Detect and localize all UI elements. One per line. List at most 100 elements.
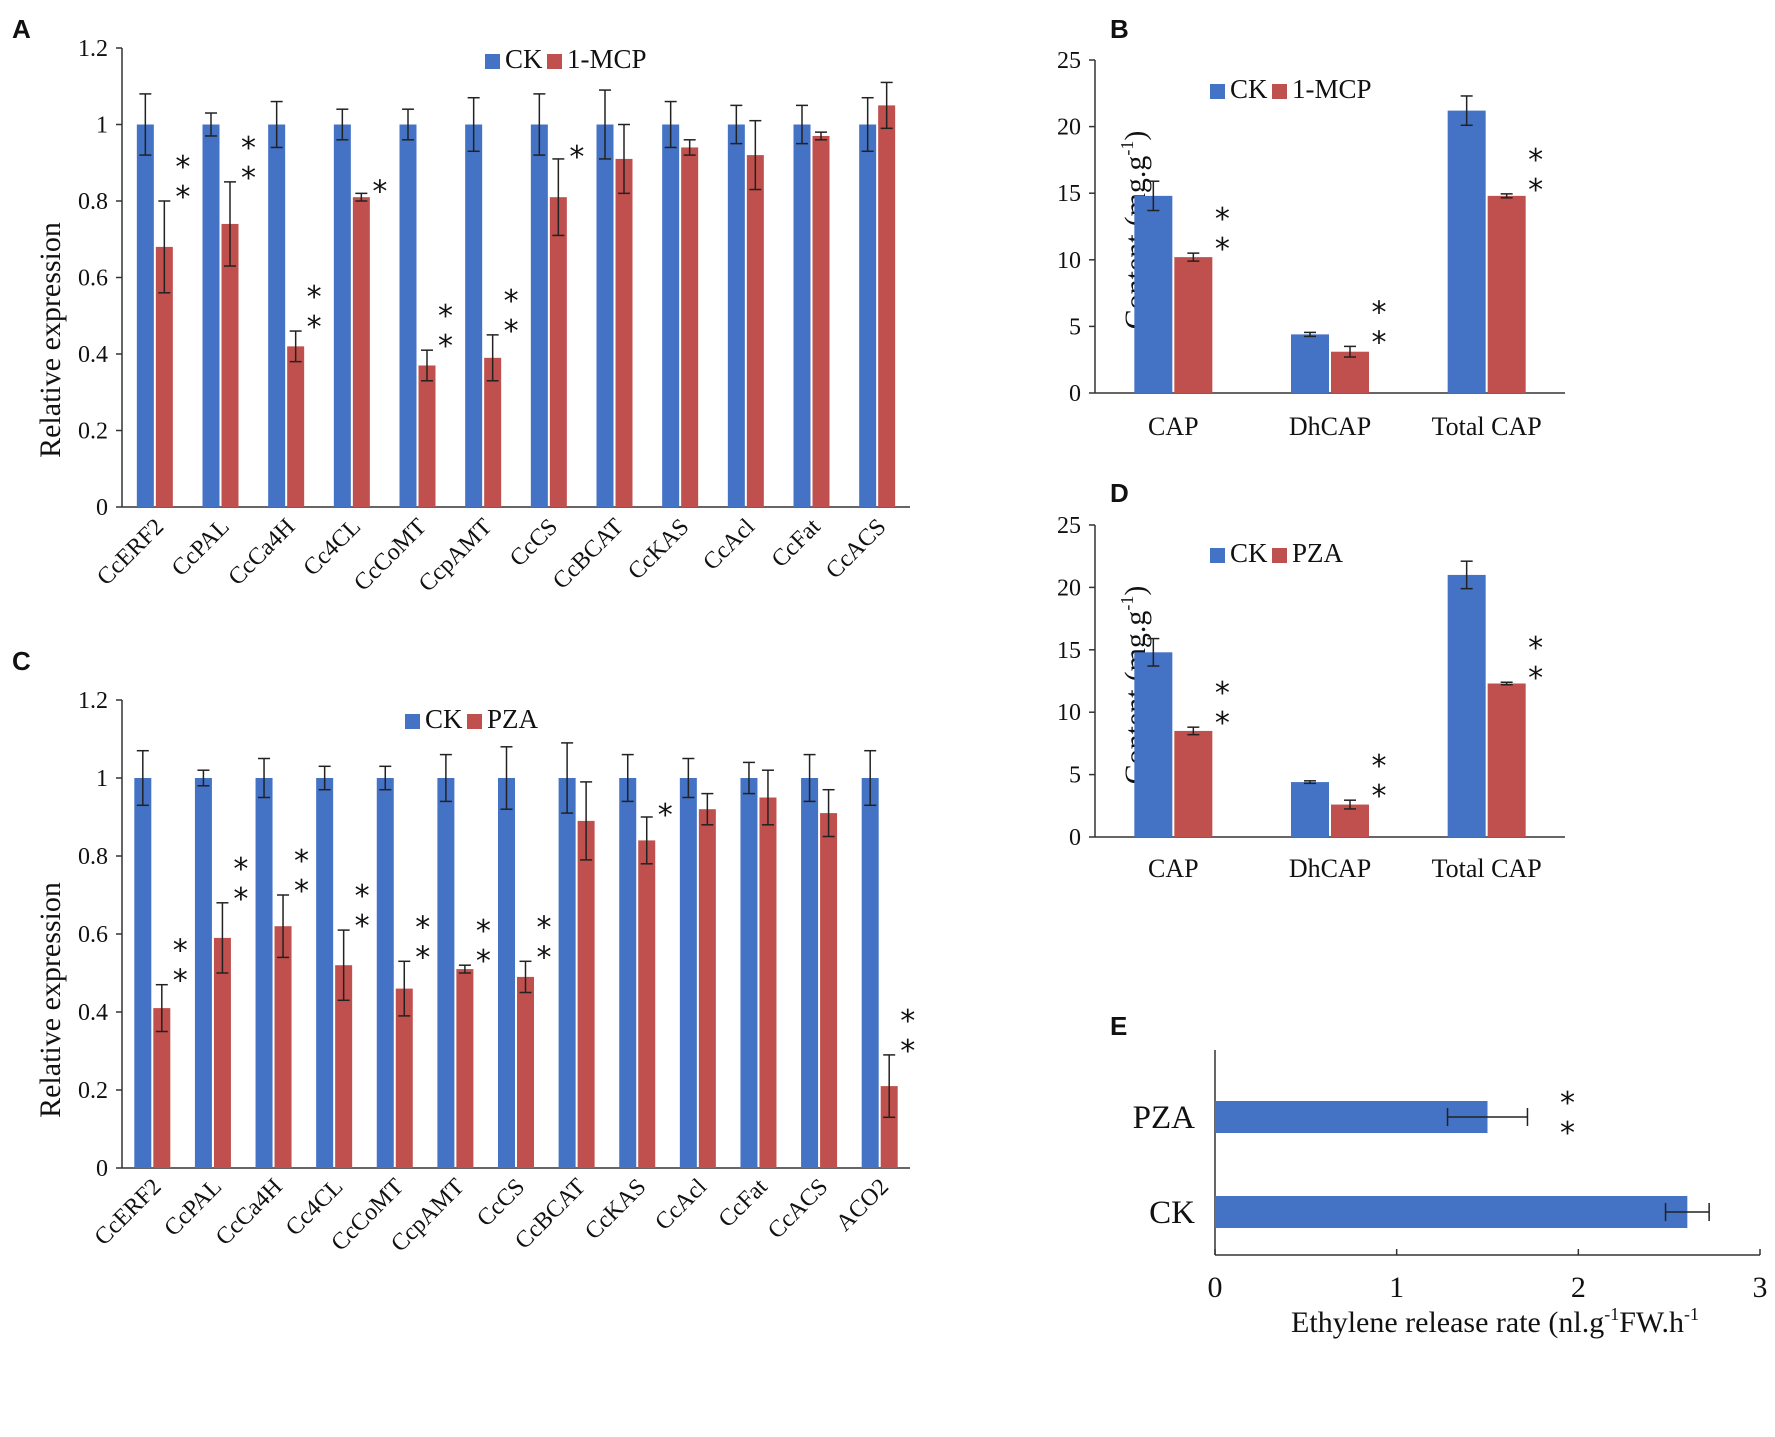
y-tick-label: 15 [1057,638,1081,664]
category-label: Total CAP [1432,412,1542,441]
y-axis-title-sup: -1 [1117,141,1137,156]
significance-star: * [307,280,322,315]
legend-label-treatment: 1-MCP [1292,74,1372,104]
bar-ck [376,778,394,1168]
legend-swatch-ck [485,54,500,69]
legend-label-ck: CK [1230,74,1268,104]
significance-star: * [175,150,190,185]
y-tick-label: 5 [1069,314,1081,340]
y-tick-label: 0 [96,495,108,521]
bar-ck [1134,195,1173,393]
x-tick-label: 3 [1753,1271,1768,1304]
significance-star: * [233,882,248,917]
legend-swatch-ck [1210,84,1225,99]
y-tick-label: 1.2 [78,36,108,62]
bar-treat [698,809,716,1168]
significance-star: * [476,944,491,979]
bar-ck [399,124,417,507]
legend-swatch-treatment [1272,84,1287,99]
significance-star: * [372,174,387,209]
significance-star: * [241,131,256,166]
significance-star: * [307,310,322,345]
legend-swatch-ck [1210,548,1225,563]
bar-horizontal [1215,1196,1688,1228]
category-label: ACO2 [831,1174,894,1237]
legend-label-ck: CK [1230,538,1268,568]
significance-star: * [476,914,491,949]
legend-label-treatment: PZA [1292,538,1344,568]
legend-label-ck: CK [505,44,543,74]
significance-star: * [438,329,453,364]
bar-ck [465,124,483,507]
category-label: PZA [1133,1100,1196,1136]
bar-ck [530,124,548,507]
bar-treat [1487,195,1526,393]
bar-ck [727,124,745,507]
legend-swatch-treatment [547,54,562,69]
legend-label-treatment: 1-MCP [567,44,647,74]
bar-treat [759,797,777,1168]
significance-star: * [294,874,309,909]
bar-treat [155,246,173,507]
category-label: CK [1149,1195,1195,1231]
bar-treat [153,1008,171,1168]
y-tick-label: 20 [1057,575,1081,601]
significance-star: * [1528,143,1543,178]
bar-ck [268,124,286,507]
bar-ck [740,778,758,1168]
significance-star: * [569,140,584,175]
significance-star: * [1528,661,1543,696]
bar-treat [484,357,502,507]
category-label: CcAcl [698,514,760,576]
bar-treat [1331,351,1369,393]
bar-ck [793,124,811,507]
category-label: CcBCAT [548,514,629,595]
bar-treat [638,840,656,1168]
y-tick-label: 5 [1069,763,1081,789]
panel-d-chart: D0510152025Content(mg.g-1)**CAP**DhCAP**… [1057,478,1565,883]
y-tick-label: 25 [1057,48,1081,74]
y-tick-label: 0.8 [78,844,108,870]
y-axis-title-close: ) [1119,586,1152,596]
legend-swatch-treatment [1272,548,1287,563]
y-tick-label: 0.8 [78,189,108,215]
significance-star: * [1528,173,1543,208]
bar-ck [1134,652,1173,837]
bar-treat [746,155,764,507]
significance-star: * [173,964,188,999]
bar-treat [287,346,305,507]
bar-ck [194,778,212,1168]
bar-ck [662,124,680,507]
category-label: CAP [1148,854,1199,883]
y-tick-label: 25 [1057,513,1081,539]
bar-ck [801,778,819,1168]
bar-treat [820,813,838,1168]
bar-treat [517,976,534,1168]
category-label: CcCa4H [211,1174,288,1251]
y-tick-label: 0 [96,1156,108,1182]
bar-ck [596,124,614,507]
bar-ck [558,778,576,1168]
significance-star: * [1372,779,1387,814]
significance-star: * [241,161,256,196]
category-label: CcAcl [650,1174,712,1236]
x-axis-title-part: FW.h [1619,1306,1684,1339]
bar-treat [1331,804,1369,837]
significance-star: * [233,852,248,887]
bar-ck [202,124,220,507]
significance-star: * [294,844,309,879]
panel-letter: E [1110,1011,1127,1041]
category-label: CcACS [821,514,891,584]
bar-ck [859,124,877,507]
bar-ck [1447,574,1486,837]
significance-star: * [658,798,673,833]
y-tick-label: 0.6 [78,922,108,948]
bar-treat [549,197,567,508]
significance-star: * [175,180,190,215]
bar-ck [861,778,879,1168]
bar-ck [255,778,273,1168]
x-axis-title-part: Ethylene release rate (nl.g [1291,1306,1604,1339]
significance-star: * [1215,202,1230,237]
category-label: CcCa4H [224,514,301,591]
